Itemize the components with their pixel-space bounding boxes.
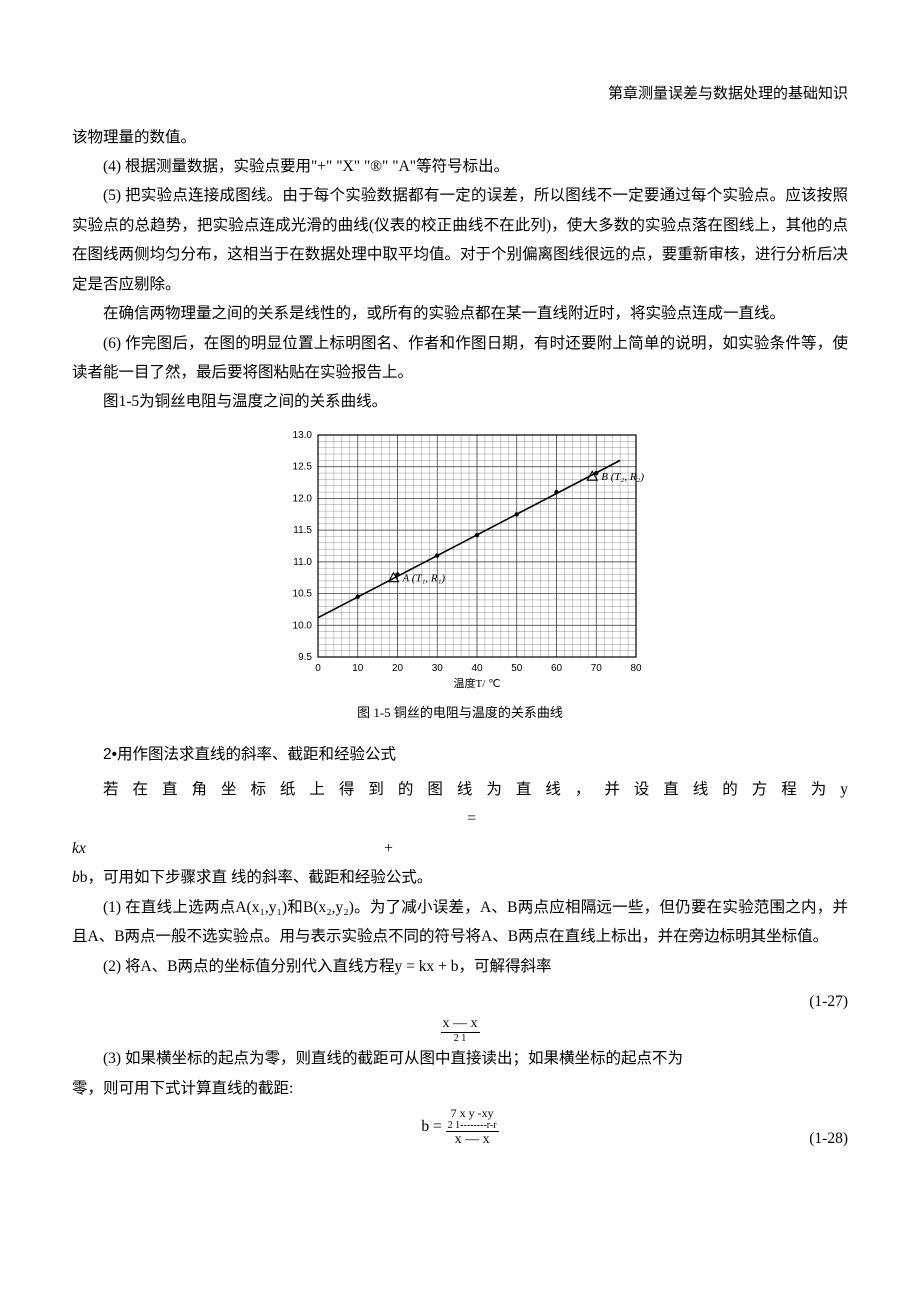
para-10b: 零，则可用下式计算直线的截距: bbox=[72, 1074, 848, 1103]
para-7b: bb，可用如下步骤求直 线的斜率、截距和经验公式。 bbox=[72, 863, 848, 892]
kx-term: kx bbox=[72, 840, 86, 857]
svg-text:50: 50 bbox=[511, 663, 523, 674]
plus-sign: + bbox=[384, 840, 393, 857]
frac-28-mid: 2 1--------r-r bbox=[446, 1120, 499, 1132]
svg-text:B (T₂, R₂): B (T₂, R₂) bbox=[601, 471, 644, 483]
figure-1-5: A (T₁, R₁) B (T₂, R₂) 0 10 20 30 40 50 60 70 80 9.5… bbox=[72, 425, 848, 695]
para-7-eq: = kx + bbox=[72, 810, 848, 856]
para-10: (3) 如果横坐标的起点为零，则直线的截距可从图中直接读出；如果横坐标的起点不为 bbox=[72, 1044, 848, 1073]
equation-1-27: (1-27) bbox=[72, 987, 848, 1009]
para-figref: 图1-5为铜丝电阻与温度之间的关系曲线。 bbox=[72, 387, 848, 416]
para-5b: 在确信两物理量之间的关系是线性的，或所有的实验点都在某一直线附近时，将实验点连成… bbox=[72, 299, 848, 328]
frac-28-top: 7 x y -xy bbox=[446, 1107, 499, 1120]
frac-27-num: x — x bbox=[441, 1016, 480, 1032]
equation-1-28-body: b = 7 x y -xy 2 1--------r-r x — x bbox=[72, 1107, 848, 1148]
svg-text:12.0: 12.0 bbox=[293, 493, 313, 504]
svg-text:12.5: 12.5 bbox=[293, 462, 313, 473]
svg-text:30: 30 bbox=[432, 663, 444, 674]
svg-text:40: 40 bbox=[471, 663, 483, 674]
frac-28: 7 x y -xy 2 1--------r-r x — x bbox=[446, 1107, 499, 1148]
svg-text:20: 20 bbox=[392, 663, 404, 674]
equation-1-27-body: x — x 2 1 bbox=[72, 1015, 848, 1044]
svg-text:10: 10 bbox=[352, 663, 364, 674]
svg-text:11.0: 11.0 bbox=[293, 557, 312, 568]
para-8: (1) 在直线上选两点A(x₁,y₁)和B(x₂,y₂)。为了减小误差，A、B两… bbox=[72, 893, 848, 952]
svg-text:13.0: 13.0 bbox=[293, 430, 313, 441]
svg-text:70: 70 bbox=[591, 663, 603, 674]
svg-text:10.5: 10.5 bbox=[293, 588, 313, 599]
svg-text:60: 60 bbox=[551, 663, 563, 674]
para-intro: 该物理量的数值。 bbox=[72, 123, 848, 152]
para-7b-text: b，可用如下步骤求直 线的斜率、截距和经验公式。 bbox=[80, 869, 433, 886]
eq-num-27: (1-27) bbox=[809, 987, 848, 1016]
para-7: 若在直角坐标纸上得到的图线为直线，并设直线的方程为y = kx + bbox=[72, 775, 848, 863]
svg-text:10.0: 10.0 bbox=[293, 620, 313, 631]
resistance-temperature-chart: A (T₁, R₁) B (T₂, R₂) 0 10 20 30 40 50 60 70 80 9.5… bbox=[270, 425, 650, 695]
section-2-title: 2•用作图法求直线的斜率、截距和经验公式 bbox=[72, 740, 848, 769]
svg-text:9.5: 9.5 bbox=[298, 652, 312, 663]
para-7-text: 若在直角坐标纸上得到的图线为直线，并设直线的方程为y bbox=[103, 781, 848, 798]
svg-text:11.5: 11.5 bbox=[293, 525, 312, 536]
frac-27-den: 2 1 bbox=[441, 1033, 480, 1044]
svg-text:80: 80 bbox=[630, 663, 642, 674]
eq-num-28: (1-28) bbox=[809, 1124, 848, 1153]
frac-27: x — x 2 1 bbox=[441, 1016, 480, 1043]
svg-text:0: 0 bbox=[315, 663, 321, 674]
eq-sign: = bbox=[467, 810, 476, 827]
para-6: (6) 作完图后，在图的明显位置上标明图名、作者和作图日期，有时还要附上简单的说… bbox=[72, 329, 848, 388]
svg-text:A (T₁, R₁): A (T₁, R₁) bbox=[402, 573, 446, 585]
equation-1-28: b = 7 x y -xy 2 1--------r-r x — x (1-28… bbox=[72, 1107, 848, 1148]
para-4: (4) 根据测量数据，实验点要用"+" "X" "®" "A"等符号标出。 bbox=[72, 152, 848, 181]
page: 第章测量误差与数据处理的基础知识 该物理量的数值。 (4) 根据测量数据，实验点… bbox=[0, 0, 920, 1214]
para-5: (5) 把实验点连接成图线。由于每个实验数据都有一定的误差，所以图线不一定要通过… bbox=[72, 181, 848, 299]
figure-caption: 图 1-5 铜丝的电阻与温度的关系曲线 bbox=[72, 701, 848, 726]
frac-28-den: x — x bbox=[446, 1132, 499, 1147]
svg-text:温度T/ ℃: 温度T/ ℃ bbox=[454, 676, 501, 690]
para-9: (2) 将A、B两点的坐标值分别代入直线方程y = kx + b，可解得斜率 bbox=[72, 952, 848, 981]
b-term: b bbox=[72, 869, 80, 886]
page-header: 第章测量误差与数据处理的基础知识 bbox=[72, 80, 848, 109]
eq28-prefix: b = bbox=[421, 1118, 445, 1135]
